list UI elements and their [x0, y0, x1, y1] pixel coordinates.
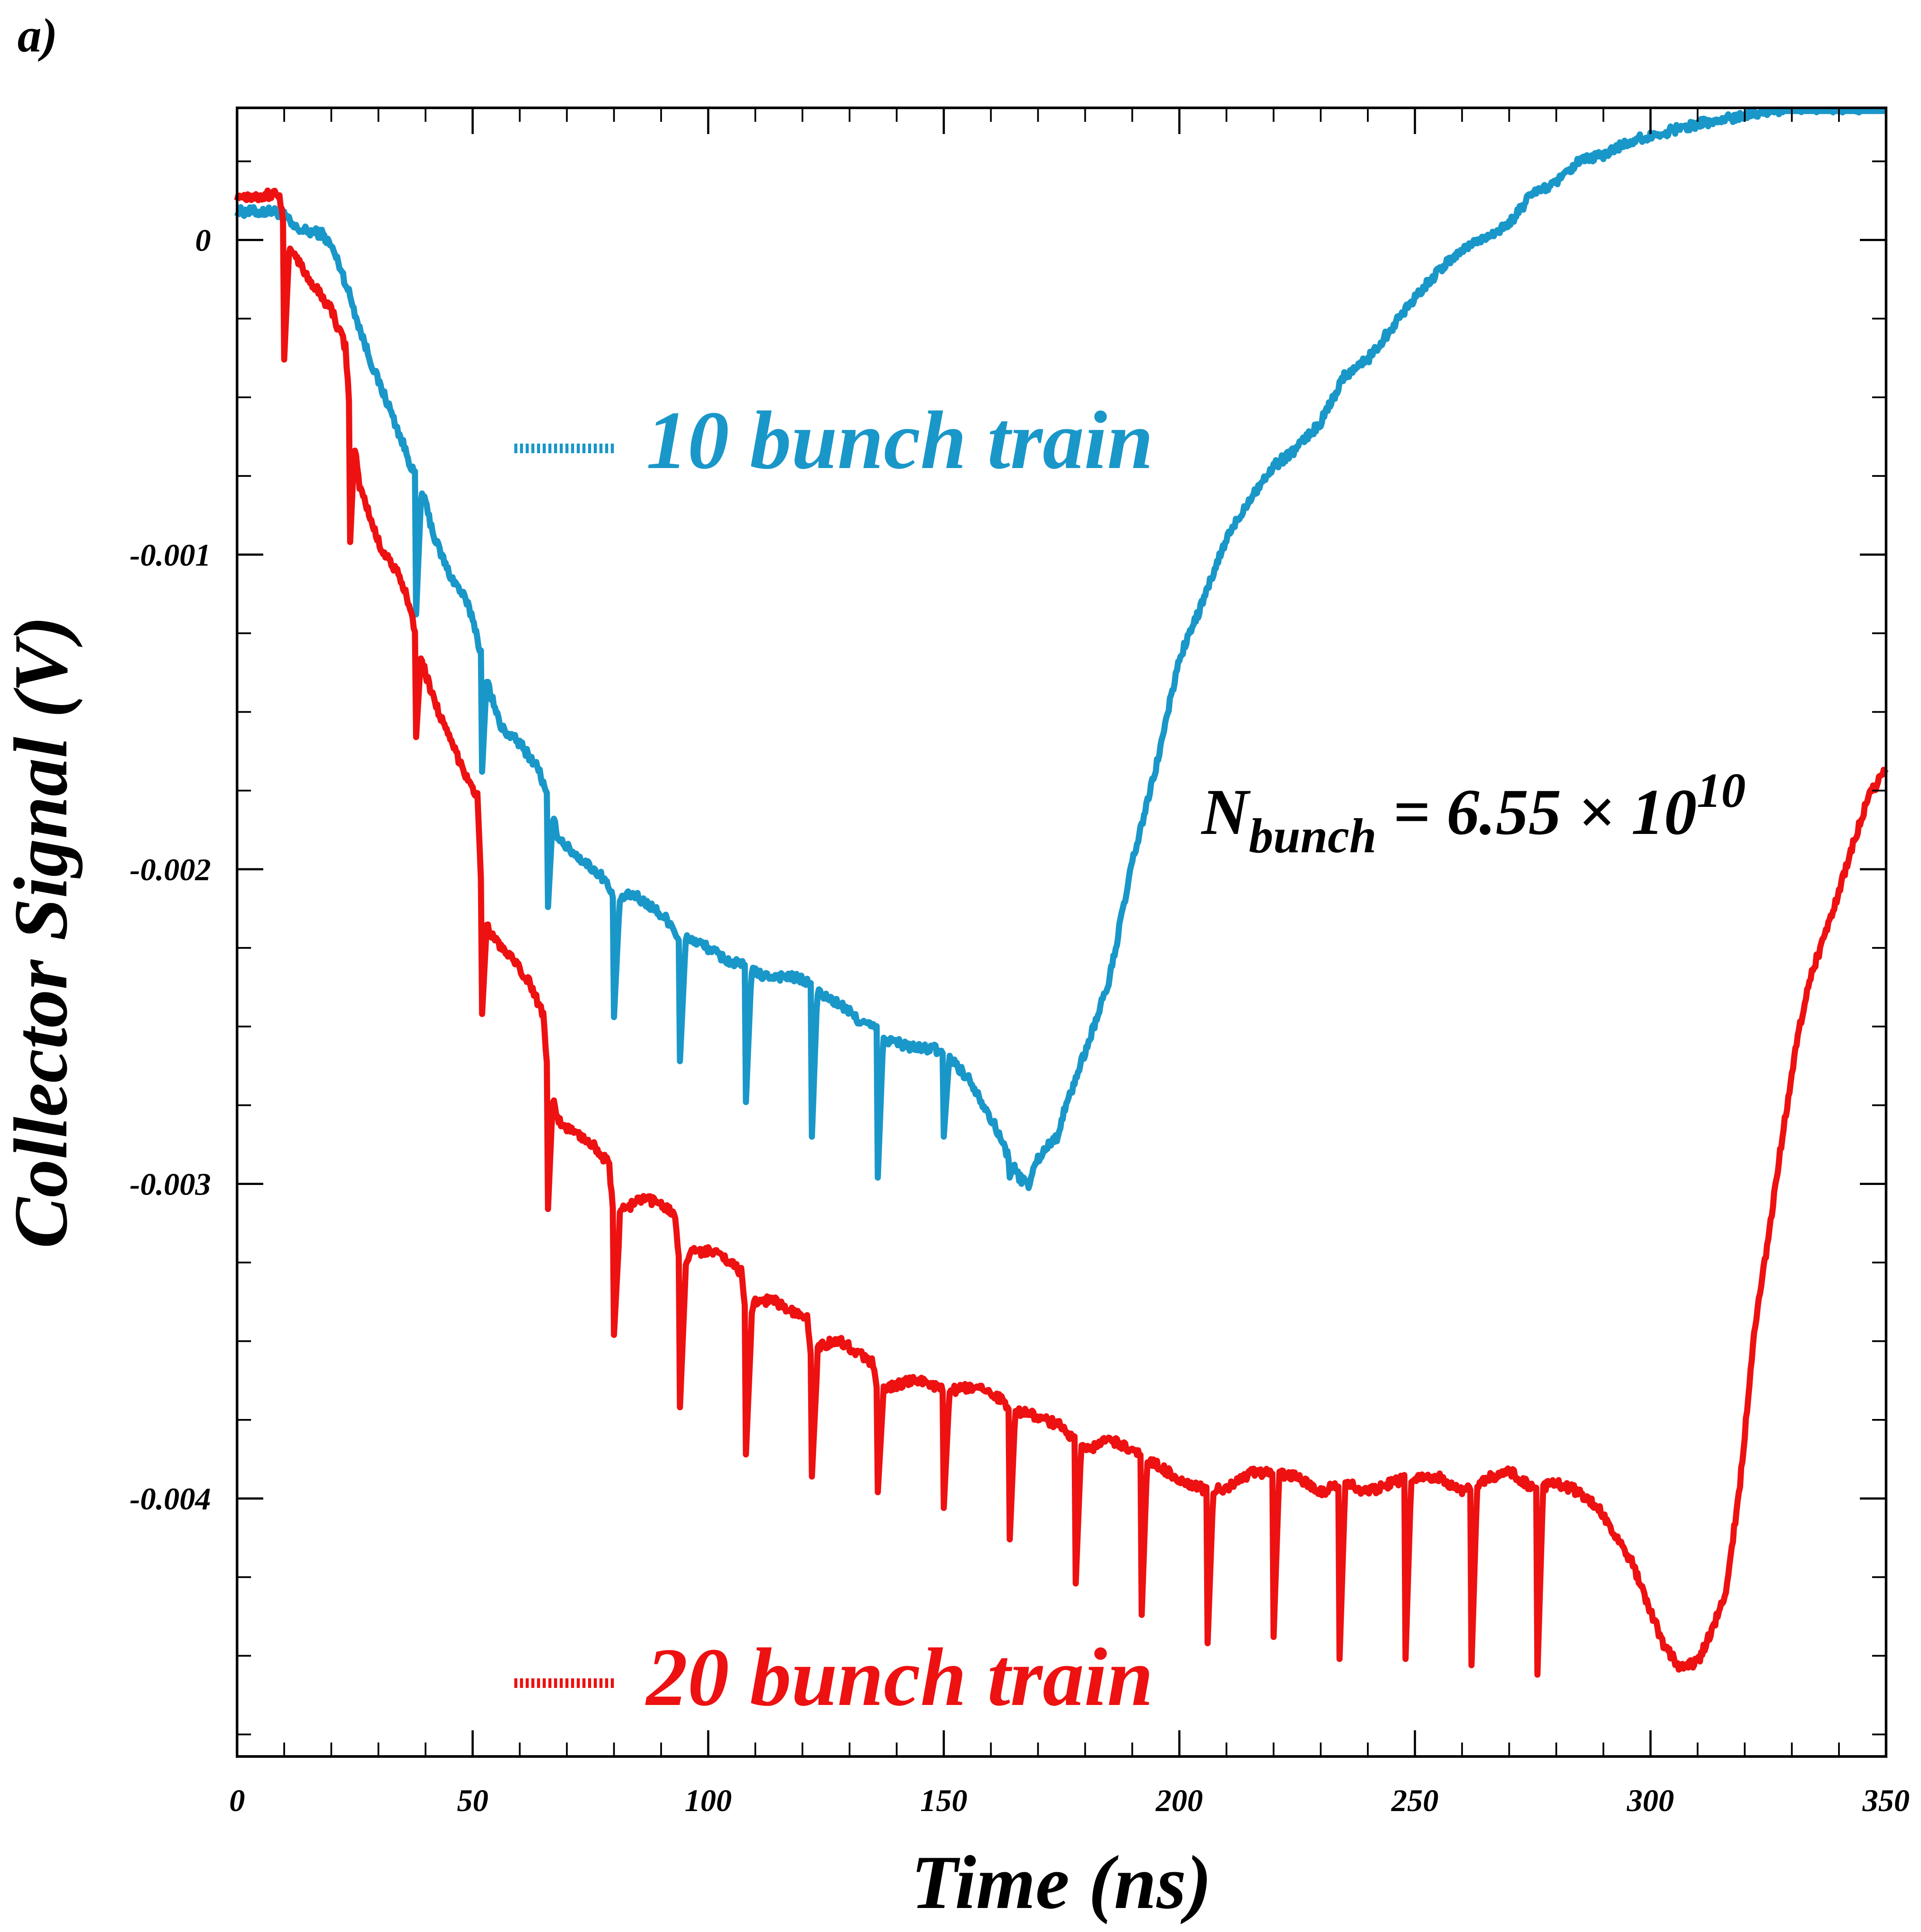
bunch-spike-point: [744, 1100, 748, 1105]
y-tick-labels: 0 -0.001 -0.002 -0.003 -0.004: [130, 223, 211, 1516]
legend-20-bunch: 20 bunch train: [514, 1632, 1153, 1723]
bunch-spike-point: [480, 769, 485, 774]
bunch-spike-point: [875, 1175, 880, 1180]
bunch-spike-point: [1271, 1635, 1276, 1639]
y-axis-title: Collector Signal (V): [0, 616, 83, 1249]
annotation-subscript: bunch: [1249, 809, 1377, 863]
y-tick-label: -0.001: [130, 537, 211, 572]
bunch-spike-point: [612, 1333, 616, 1337]
bunch-spike-point: [678, 1059, 682, 1064]
bunch-spike-point: [1007, 1175, 1012, 1180]
annotation-superscript: 10: [1697, 764, 1745, 818]
bunch-spike-point: [1403, 1656, 1408, 1661]
bunch-spike-point: [809, 1474, 814, 1479]
y-tick-label: 0: [195, 223, 211, 258]
x-tick-label: 150: [920, 1783, 967, 1818]
bunch-spike-point: [612, 1015, 616, 1019]
annotation-n: N: [1201, 776, 1251, 848]
bunch-spike-point: [1205, 1641, 1210, 1646]
bunch-spike-point: [1007, 1537, 1012, 1542]
bunch-spike-point: [546, 1207, 551, 1212]
bunch-spike-point: [546, 905, 551, 909]
series-line-10-bunch: [234, 108, 1888, 1191]
bunch-spike-point: [875, 1490, 880, 1495]
bunch-spike-point: [1535, 1672, 1540, 1677]
x-tick-labels: 0 50 100 150 200 250 300 350: [229, 1783, 1910, 1818]
legend-label-20-bunch: 20 bunch train: [645, 1632, 1153, 1723]
y-tick-label: -0.002: [130, 852, 211, 887]
bunch-spike-point: [1139, 1612, 1144, 1617]
x-axis-title: Time (ns): [911, 1840, 1212, 1925]
bunch-spike-point: [480, 1012, 485, 1016]
legend-label-10-bunch: 10 bunch train: [646, 395, 1153, 486]
bunch-spike-point: [744, 1452, 748, 1457]
x-tick-label: 200: [1155, 1783, 1203, 1818]
x-tick-label: 50: [457, 1783, 489, 1818]
bunch-spike-point: [678, 1405, 682, 1410]
series-line-20-bunch: [234, 187, 1889, 1678]
bunch-population-annotation: Nbunch = 6.55 × 1010: [1201, 764, 1745, 863]
panel-label: a): [17, 9, 58, 62]
bunch-spike-point: [282, 357, 286, 362]
x-tick-label: 0: [229, 1783, 245, 1818]
x-tick-label: 350: [1862, 1783, 1910, 1818]
bunch-spike-point: [414, 735, 419, 740]
bunch-spike-point: [348, 540, 352, 544]
x-tick-label: 100: [685, 1783, 732, 1818]
bunch-spike-point: [1337, 1656, 1342, 1661]
annotation-value: = 6.55 × 10: [1377, 776, 1697, 848]
bunch-spike-point: [1469, 1663, 1474, 1668]
ticks-layer: [236, 108, 1887, 1756]
x-tick-label: 300: [1626, 1783, 1674, 1818]
legend-10-bunch: 10 bunch train: [514, 395, 1153, 486]
bunch-spike-point: [809, 1134, 814, 1139]
y-tick-label: -0.003: [130, 1167, 211, 1202]
bunch-spike-point: [941, 1134, 946, 1139]
x-tick-label: 250: [1391, 1783, 1439, 1818]
bunch-spike-point: [941, 1505, 946, 1510]
plot-frame: [236, 107, 1887, 1758]
bunch-spike-point: [1073, 1581, 1078, 1586]
series-layer: [234, 108, 1889, 1678]
y-tick-label: -0.004: [130, 1481, 211, 1516]
